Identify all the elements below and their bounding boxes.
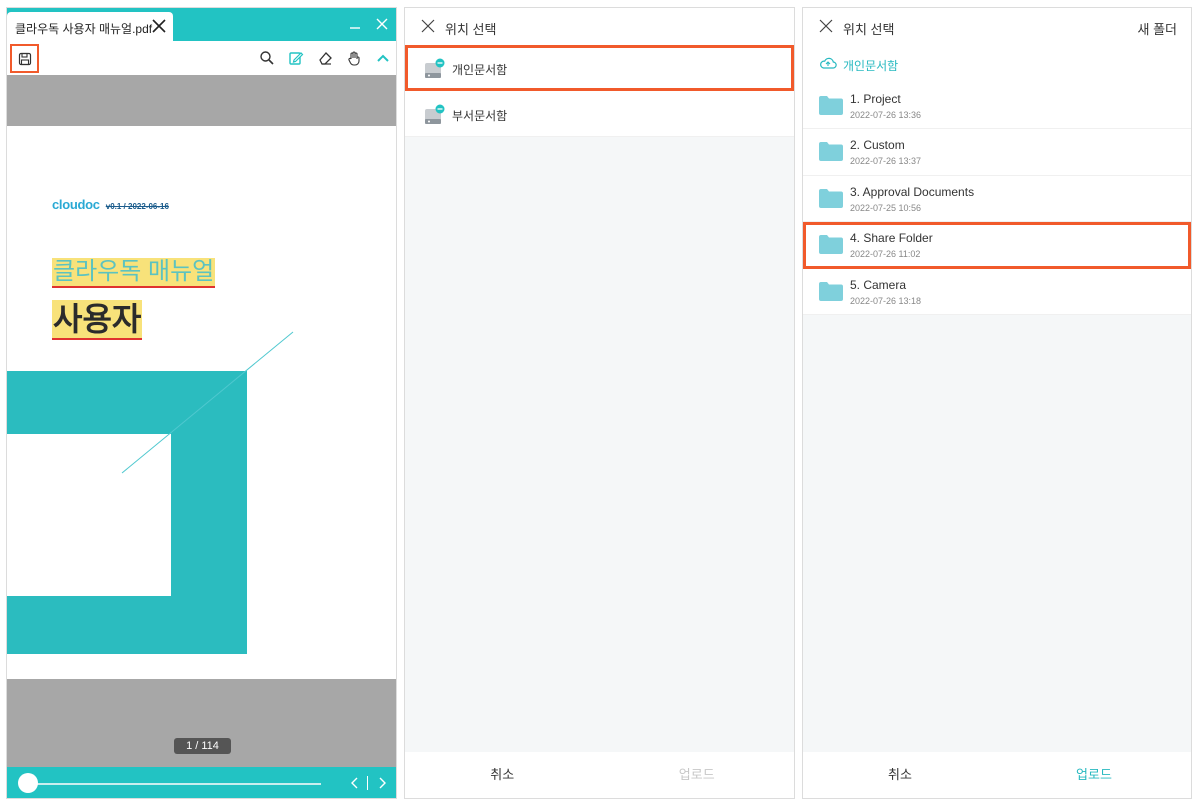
edit-icon[interactable] — [288, 50, 304, 66]
chevron-left-icon[interactable] — [348, 776, 362, 790]
document-subtitle: 사용자 — [52, 300, 143, 340]
minimize-icon[interactable] — [348, 17, 362, 31]
breadcrumb[interactable]: 개인문서함 — [803, 45, 1191, 83]
folder-date: 2022-07-26 13:37 — [850, 156, 922, 167]
folder-name: 4. Share Folder — [850, 231, 933, 246]
drive-icon — [425, 58, 445, 78]
upload-button[interactable]: 업로드 — [1076, 767, 1112, 782]
viewer-bottom-bar — [7, 767, 396, 798]
folder-icon — [819, 142, 843, 162]
picker-header: 위치 선택 새 폴더 — [803, 8, 1191, 45]
cover-graphic — [7, 331, 294, 654]
folder-list: 1. Project 2022-07-26 13:36 2. Custom 20… — [803, 83, 1191, 315]
save-icon — [18, 52, 31, 65]
close-icon[interactable] — [421, 19, 435, 33]
folder-item-selected[interactable]: 4. Share Folder 2022-07-26 11:02 — [803, 222, 1191, 269]
logo-text: cloudoc — [52, 197, 100, 212]
window-close-icon[interactable] — [375, 17, 389, 31]
cloud-up-icon — [820, 57, 837, 69]
folder-item[interactable]: 2. Custom 2022-07-26 13:37 — [803, 129, 1191, 176]
pdf-viewer-panel: 클라우독 사용자 매뉴얼.pdf — [6, 7, 397, 799]
folder-item[interactable]: 1. Project 2022-07-26 13:36 — [803, 83, 1191, 130]
folder-icon — [819, 188, 843, 208]
viewer-titlebar: 클라우독 사용자 매뉴얼.pdf — [7, 8, 396, 41]
eraser-icon[interactable] — [317, 50, 333, 66]
folder-date: 2022-07-26 11:02 — [850, 249, 921, 260]
drive-icon — [425, 104, 445, 124]
cancel-button[interactable]: 취소 — [490, 767, 515, 782]
folder-name: 2. Custom — [850, 138, 905, 153]
upload-button[interactable]: 업로드 — [678, 767, 715, 782]
folder-icon — [819, 235, 843, 255]
picker-footer: 취소 업로드 — [405, 752, 794, 798]
folder-icon — [819, 281, 843, 301]
close-icon[interactable] — [819, 19, 833, 33]
picker-footer: 취소 업로드 — [803, 752, 1191, 798]
breadcrumb-label: 개인문서함 — [843, 59, 899, 73]
folder-date: 2022-07-25 10:56 — [850, 202, 922, 213]
drive-label: 부서문서함 — [452, 109, 508, 123]
page-slider-knob[interactable] — [18, 773, 38, 793]
viewer-toolbar — [7, 41, 396, 75]
search-icon[interactable] — [259, 50, 275, 66]
close-tab-icon[interactable] — [151, 18, 167, 34]
drive-item-department[interactable]: 부서문서함 — [405, 91, 794, 137]
chevron-up-icon[interactable] — [375, 50, 391, 66]
location-picker-root: 위치 선택 개인문서함 부서문서함 취소 업로드 — [404, 7, 795, 799]
picker-title: 위치 선택 — [843, 22, 895, 37]
folder-name: 5. Camera — [850, 277, 907, 292]
hand-icon[interactable] — [346, 50, 362, 66]
document-title: 클라우독 매뉴얼 — [52, 258, 216, 288]
cloudoc-logo: cloudoc v0.1 / 2022-06-16 — [52, 197, 169, 212]
picker-header: 위치 선택 — [405, 8, 794, 45]
nav-divider — [367, 776, 368, 790]
chevron-right-icon[interactable] — [375, 776, 389, 790]
drive-item-personal[interactable]: 개인문서함 — [405, 45, 794, 91]
document-tab[interactable]: 클라우독 사용자 매뉴얼.pdf — [7, 12, 173, 41]
folder-name: 1. Project — [850, 92, 901, 106]
picker-title: 위치 선택 — [445, 22, 497, 37]
page-slider-track[interactable] — [29, 783, 321, 785]
document-viewport[interactable]: cloudoc v0.1 / 2022-06-16 클라우독 매뉴얼 사용자 1… — [7, 75, 396, 767]
location-picker-folder: 위치 선택 새 폴더 개인문서함 1. Project 2022-07-26 1… — [802, 7, 1192, 799]
save-button[interactable] — [10, 44, 39, 73]
folder-icon — [819, 96, 843, 115]
document-version: v0.1 / 2022-06-16 — [105, 202, 169, 211]
drive-list: 개인문서함 부서문서함 — [405, 45, 794, 137]
folder-date: 2022-07-26 13:36 — [850, 110, 922, 120]
folder-name: 3. Approval Documents — [850, 184, 975, 199]
cancel-button[interactable]: 취소 — [888, 767, 912, 782]
document-page: cloudoc v0.1 / 2022-06-16 클라우독 매뉴얼 사용자 — [7, 126, 396, 679]
new-folder-button[interactable]: 새 폴더 — [1137, 22, 1178, 37]
page-indicator: 1 / 114 — [174, 738, 231, 754]
document-tab-title: 클라우독 사용자 매뉴얼.pdf — [15, 22, 153, 36]
folder-item[interactable]: 5. Camera 2022-07-26 13:18 — [803, 269, 1191, 315]
drive-label: 개인문서함 — [452, 63, 508, 77]
folder-item[interactable]: 3. Approval Documents 2022-07-25 10:56 — [803, 176, 1191, 223]
folder-date: 2022-07-26 13:18 — [850, 295, 922, 306]
